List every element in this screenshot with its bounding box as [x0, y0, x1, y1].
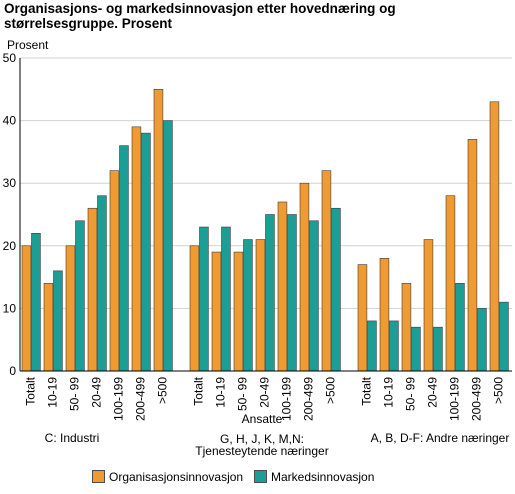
- legend-swatch-market: [254, 470, 267, 483]
- bar: [423, 239, 434, 372]
- x-tick-label: Totalt: [192, 376, 206, 405]
- bar: [277, 201, 288, 372]
- x-tick-label: 10-19: [382, 377, 396, 408]
- bar: [163, 120, 173, 372]
- y-tick-label: 20: [3, 239, 17, 253]
- bar: [433, 326, 443, 372]
- bar: [477, 308, 487, 372]
- bar: [211, 251, 222, 372]
- x-tick-label: 20-49: [90, 377, 104, 408]
- bar: [75, 220, 85, 372]
- bar: [243, 239, 253, 372]
- bar: [411, 326, 421, 372]
- legend-label-market: Markedsinnovasjon: [271, 470, 375, 484]
- bar: [43, 283, 54, 372]
- group-label-industri: C: Industri: [45, 431, 100, 445]
- x-tick-label: 100-199: [112, 377, 126, 421]
- x-tick-label: 50- 99: [404, 377, 418, 411]
- x-tick-label: 20-49: [426, 377, 440, 408]
- bar: [21, 245, 32, 372]
- y-tick-label: 30: [3, 176, 17, 190]
- bar: [109, 170, 120, 372]
- bar: [445, 195, 456, 372]
- bar: [287, 214, 297, 372]
- bar: [131, 126, 142, 372]
- legend-item-org: Organisasjonsinnovasjon: [92, 470, 243, 484]
- legend-swatch-org: [92, 470, 105, 483]
- bar: [53, 270, 63, 372]
- x-tick-label: 20-49: [258, 377, 272, 408]
- bar: [379, 258, 390, 372]
- bar: [189, 245, 200, 372]
- bar: [389, 320, 399, 372]
- x-tick-label: Totalt: [24, 376, 38, 405]
- group-label-tjeneste: G, H, J, K, M,N: Tjenesteytende næringer: [195, 432, 328, 458]
- x-tick-label: 200-499: [470, 377, 484, 421]
- bar: [309, 220, 319, 372]
- legend-item-market: Markedsinnovasjon: [254, 470, 374, 484]
- bar: [357, 264, 368, 372]
- x-tick-label: 10-19: [46, 377, 60, 408]
- y-tick-label: 10: [3, 301, 17, 315]
- bar: [455, 283, 465, 372]
- bar: [153, 89, 164, 372]
- x-tick-label: >500: [156, 377, 170, 404]
- bar: [65, 245, 76, 372]
- x-tick-label: 100-199: [280, 377, 294, 421]
- bar: [321, 170, 332, 372]
- bar: [489, 101, 500, 372]
- bar: [401, 283, 412, 372]
- bar: [499, 301, 509, 372]
- x-tick-label: >500: [324, 377, 338, 404]
- y-axis-title: Prosent: [7, 38, 49, 52]
- bar: [233, 251, 244, 372]
- chart-title: Organisasjons- og markedsinnovasjon ette…: [4, 1, 396, 31]
- bar: [467, 139, 478, 372]
- bars: [21, 89, 509, 372]
- x-tick-label: 200-499: [134, 377, 148, 421]
- legend-label-org: Organisasjonsinnovasjon: [109, 470, 244, 484]
- bar: [119, 145, 129, 372]
- bar: [367, 320, 377, 372]
- x-tick-label: 100-199: [448, 377, 462, 421]
- bar: [87, 207, 98, 372]
- bar: [255, 239, 266, 372]
- y-tick-label: 50: [3, 51, 17, 65]
- bar: [199, 226, 209, 372]
- bar: [31, 232, 41, 372]
- x-tick-label: 200-499: [302, 377, 316, 421]
- bar: [265, 214, 275, 372]
- x-tick-label: 10-19: [214, 377, 228, 408]
- x-tick-label: 50- 99: [236, 377, 250, 411]
- x-tick-label: >500: [492, 377, 506, 404]
- bar: [97, 195, 107, 372]
- bar: [221, 226, 231, 372]
- x-axis-title: Ansatte: [242, 412, 283, 426]
- y-tick-label: 40: [3, 114, 17, 128]
- bar: [141, 132, 151, 372]
- axes: [19, 58, 512, 372]
- bar: [299, 182, 310, 372]
- y-tick-label: 0: [9, 364, 16, 378]
- group-label-andre: A, B, D-F: Andre næringer: [371, 431, 510, 445]
- bar: [331, 207, 341, 372]
- x-tick-label: 50- 99: [68, 377, 82, 411]
- x-tick-label: Totalt: [360, 376, 374, 405]
